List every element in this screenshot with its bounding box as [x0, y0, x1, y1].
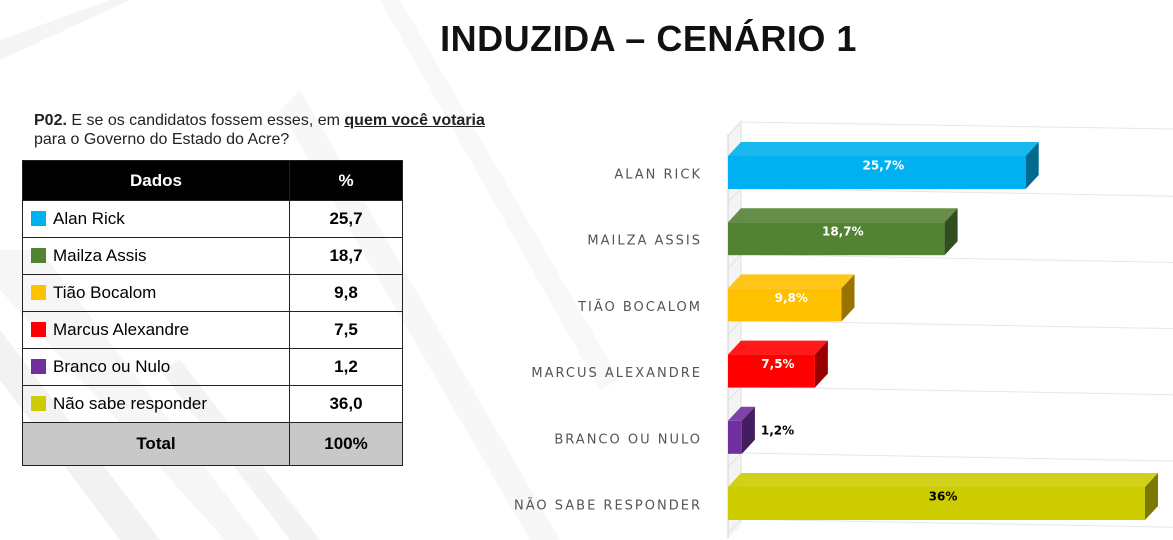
- gridline: [740, 253, 1173, 263]
- header-percent: %: [289, 160, 403, 201]
- row-name: Marcus Alexandre: [53, 320, 190, 339]
- bar-top-face: [728, 274, 855, 289]
- row-name-cell: Alan Rick: [22, 200, 290, 238]
- row-name: Alan Rick: [53, 209, 125, 228]
- gridline-side: [727, 320, 742, 335]
- row-name-cell: Mailza Assis: [22, 237, 290, 275]
- row-name: Não sabe responder: [53, 394, 208, 413]
- row-value: 18,7: [289, 237, 403, 275]
- table-row: Marcus Alexandre 7,5: [22, 311, 403, 349]
- question-text-before: E se os candidatos fossem esses, em: [66, 112, 345, 129]
- row-name-cell: Branco ou Nulo: [22, 348, 290, 386]
- bar: [728, 420, 742, 454]
- gridline-side: [727, 187, 742, 203]
- bar: [728, 487, 1145, 520]
- bar-side-face: [1145, 473, 1158, 520]
- table-row: Alan Rick 25,7: [22, 200, 403, 238]
- legend-swatch: [31, 322, 46, 337]
- data-label: 7,5%: [761, 357, 794, 371]
- bar-top-face: [728, 142, 1039, 156]
- row-value: 36,0: [289, 385, 403, 423]
- bar-top-face: [728, 340, 828, 355]
- gridline: [740, 518, 1173, 528]
- gridline: [740, 187, 1173, 197]
- table-row: Branco ou Nulo 1,2: [22, 348, 403, 386]
- category-label: MARCUS ALEXANDRE: [531, 366, 702, 381]
- legend-swatch: [31, 211, 46, 226]
- category-label: BRANCO OU NULO: [554, 432, 702, 447]
- gridline-side: [727, 254, 742, 269]
- question-code: P02.: [34, 112, 67, 129]
- bar: [728, 156, 1026, 189]
- category-label: NÃO SABE RESPONDER: [514, 498, 702, 514]
- gridline-side: [727, 121, 742, 137]
- bar-top-face: [728, 208, 958, 223]
- category-label: ALAN RICK: [614, 168, 702, 183]
- bar-side-face: [841, 274, 855, 322]
- bar-side-face: [944, 208, 958, 256]
- question-emphasis: quem você votaria: [344, 112, 485, 129]
- row-value: 25,7: [289, 200, 403, 238]
- data-label: 9,8%: [775, 291, 808, 305]
- bar: [728, 222, 945, 256]
- row-name-cell: Tião Bocalom: [22, 274, 290, 312]
- data-label: 1,2%: [761, 423, 794, 437]
- row-name-cell: Não sabe responder: [22, 385, 290, 423]
- question-text: P02. E se os candidatos fossem esses, em…: [34, 111, 554, 149]
- data-label: 25,7%: [863, 159, 905, 173]
- legend-swatch: [31, 396, 46, 411]
- row-name: Tião Bocalom: [53, 283, 157, 302]
- page-title: INDUZIDA – CENÁRIO 1: [440, 18, 857, 59]
- bar: [728, 354, 815, 388]
- table-row: Mailza Assis 18,7: [22, 237, 403, 275]
- gridline: [740, 320, 1173, 330]
- data-table: Dados % Alan Rick 25,7 Mailza Assis 18,7…: [22, 160, 403, 466]
- data-label: 18,7%: [822, 225, 864, 239]
- header-dados: Dados: [22, 160, 290, 201]
- bar-side-face: [741, 406, 755, 454]
- question-text-after: para o Governo do Estado do Acre?: [34, 131, 290, 148]
- data-label: 36%: [929, 490, 958, 504]
- table-total-row: Total 100%: [22, 422, 403, 466]
- category-label: TIÃO BOCALOM: [577, 299, 702, 315]
- gridline: [740, 452, 1173, 462]
- row-name: Branco ou Nulo: [53, 357, 171, 376]
- table-header-row: Dados %: [22, 160, 403, 201]
- legend-swatch: [31, 285, 46, 300]
- table-row: Tião Bocalom 9,8: [22, 274, 403, 312]
- row-value: 1,2: [289, 348, 403, 386]
- gridline-side: [727, 518, 742, 534]
- row-name-cell: Marcus Alexandre: [22, 311, 290, 349]
- category-label: MAILZA ASSIS: [587, 234, 702, 249]
- gridline: [740, 386, 1173, 396]
- bar-top-face: [728, 406, 755, 421]
- gridline-side: [727, 386, 742, 402]
- bar-top-face: [728, 473, 1158, 487]
- total-value: 100%: [289, 422, 403, 466]
- bar-side-face: [1025, 142, 1039, 189]
- table-row: Não sabe responder 36,0: [22, 385, 403, 423]
- row-value: 9,8: [289, 274, 403, 312]
- gridline: [740, 121, 1173, 130]
- legend-swatch: [31, 359, 46, 374]
- legend-swatch: [31, 248, 46, 263]
- bar: [728, 288, 842, 322]
- row-name: Mailza Assis: [53, 246, 147, 265]
- bar-side-face: [814, 340, 828, 388]
- gridline-side: [727, 452, 742, 468]
